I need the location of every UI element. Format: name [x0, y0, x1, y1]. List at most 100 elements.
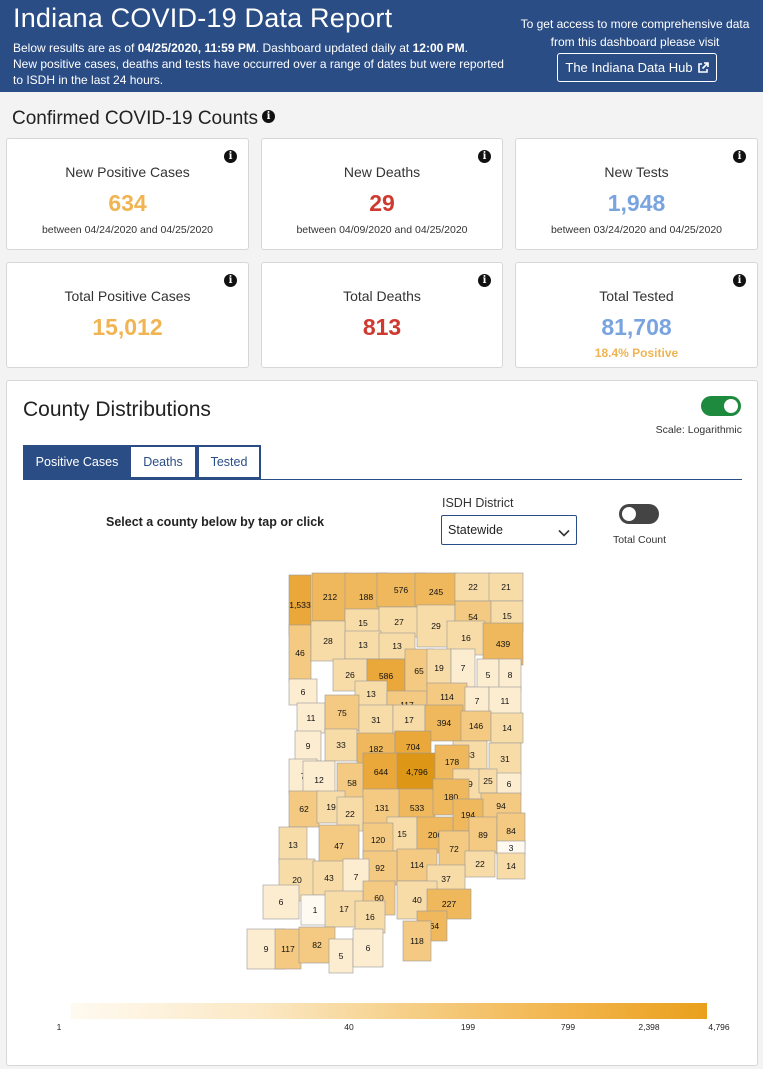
county-shape[interactable]: [262, 884, 300, 920]
county-count-label: 6: [366, 943, 371, 953]
county[interactable]: 72: [438, 830, 470, 868]
county[interactable]: 21: [488, 572, 524, 602]
county[interactable]: 27: [378, 606, 420, 638]
county-shape[interactable]: [496, 852, 526, 880]
county-shape[interactable]: [396, 752, 438, 792]
county-shape[interactable]: [488, 686, 522, 716]
county[interactable]: 212: [311, 572, 349, 622]
confirmed-counts-label: Confirmed COVID-19 Counts: [12, 108, 259, 129]
county[interactable]: 26: [332, 658, 368, 692]
county[interactable]: 146: [460, 710, 492, 742]
county-shape[interactable]: [328, 938, 354, 974]
county[interactable]: 31: [358, 704, 394, 736]
tab-tested[interactable]: Tested: [197, 445, 261, 479]
county[interactable]: 89: [468, 816, 498, 854]
county-shape[interactable]: [438, 830, 470, 868]
county[interactable]: 22: [464, 850, 496, 878]
county[interactable]: 118: [402, 920, 432, 962]
county[interactable]: 62: [288, 790, 320, 828]
county-shape[interactable]: [402, 920, 432, 962]
info-icon[interactable]: i: [478, 150, 491, 163]
county[interactable]: 43: [312, 860, 346, 896]
county-shape[interactable]: [358, 704, 394, 736]
county[interactable]: 25: [478, 768, 498, 794]
info-icon[interactable]: i: [224, 274, 237, 287]
county[interactable]: 11: [488, 686, 522, 716]
county[interactable]: 11: [296, 702, 326, 734]
county[interactable]: 6: [496, 772, 522, 796]
county-shape[interactable]: [464, 850, 496, 878]
county-count-label: 12: [314, 775, 324, 785]
county[interactable]: 7: [464, 686, 490, 716]
county[interactable]: 16: [354, 900, 386, 934]
county[interactable]: 1: [300, 894, 330, 926]
county[interactable]: 13: [344, 630, 382, 660]
county-shape[interactable]: [414, 572, 458, 612]
county[interactable]: 19: [426, 648, 452, 688]
info-icon[interactable]: i: [262, 110, 276, 123]
county[interactable]: 117: [274, 928, 302, 970]
county[interactable]: 6: [288, 678, 318, 706]
tab-deaths[interactable]: Deaths: [129, 445, 197, 479]
county[interactable]: 7: [450, 648, 476, 688]
county[interactable]: 13: [278, 826, 308, 864]
county[interactable]: 9: [294, 730, 322, 762]
county-shape[interactable]: [324, 694, 360, 732]
county-shape[interactable]: [464, 686, 490, 716]
county-shape[interactable]: [392, 704, 426, 736]
county[interactable]: 6: [262, 884, 300, 920]
total-count-toggle[interactable]: [619, 504, 659, 524]
county-count-label: 118: [410, 936, 424, 946]
county-shape[interactable]: [310, 620, 346, 662]
county[interactable]: 5: [476, 658, 500, 692]
county-shape[interactable]: [354, 680, 388, 708]
county[interactable]: 5: [328, 938, 354, 974]
county[interactable]: 245: [414, 572, 458, 612]
county[interactable]: 17: [392, 704, 426, 736]
info-icon[interactable]: i: [733, 150, 746, 163]
county-shape[interactable]: [294, 730, 322, 762]
county-count-label: 11: [307, 713, 316, 723]
county-count-label: 146: [469, 721, 484, 731]
county-shape[interactable]: [288, 790, 320, 828]
county[interactable]: 28: [310, 620, 346, 662]
county[interactable]: 75: [324, 694, 360, 732]
county-shape[interactable]: [288, 678, 318, 706]
county-shape[interactable]: [274, 928, 302, 970]
district-select[interactable]: Statewide: [441, 515, 577, 545]
county[interactable]: 6: [352, 928, 384, 968]
county[interactable]: 14: [490, 712, 524, 744]
county-shape[interactable]: [454, 572, 492, 602]
county-shape[interactable]: [278, 826, 308, 864]
county-shape[interactable]: [378, 606, 420, 638]
info-icon[interactable]: i: [478, 274, 491, 287]
county-shape[interactable]: [460, 710, 492, 742]
scale-toggle[interactable]: [701, 396, 741, 416]
county-shape[interactable]: [332, 658, 368, 692]
info-icon[interactable]: i: [224, 150, 237, 163]
county-shape[interactable]: [311, 572, 349, 622]
county-shape[interactable]: [354, 900, 386, 934]
county-shape[interactable]: [312, 860, 346, 896]
county-shape[interactable]: [300, 894, 330, 926]
county[interactable]: 4,796: [396, 752, 438, 792]
county[interactable]: 22: [454, 572, 492, 602]
county[interactable]: 33: [324, 728, 358, 762]
county[interactable]: 439: [482, 622, 524, 666]
county[interactable]: 14: [496, 852, 526, 880]
county[interactable]: 644: [362, 752, 400, 792]
county[interactable]: 13: [354, 680, 388, 708]
county-shape[interactable]: [296, 702, 326, 734]
county-count-label: 188: [359, 592, 374, 602]
total-positive-card: i Total Positive Cases 15,012: [6, 262, 249, 368]
county[interactable]: 46: [288, 624, 312, 682]
county[interactable]: 3: [496, 840, 526, 856]
county[interactable]: 8: [498, 658, 522, 692]
county-shape[interactable]: [482, 622, 524, 666]
info-icon[interactable]: i: [733, 274, 746, 287]
county-shape[interactable]: [488, 572, 524, 602]
county-shape[interactable]: [352, 928, 384, 968]
county-shape[interactable]: [324, 728, 358, 762]
data-hub-button[interactable]: The Indiana Data Hub: [557, 53, 717, 82]
